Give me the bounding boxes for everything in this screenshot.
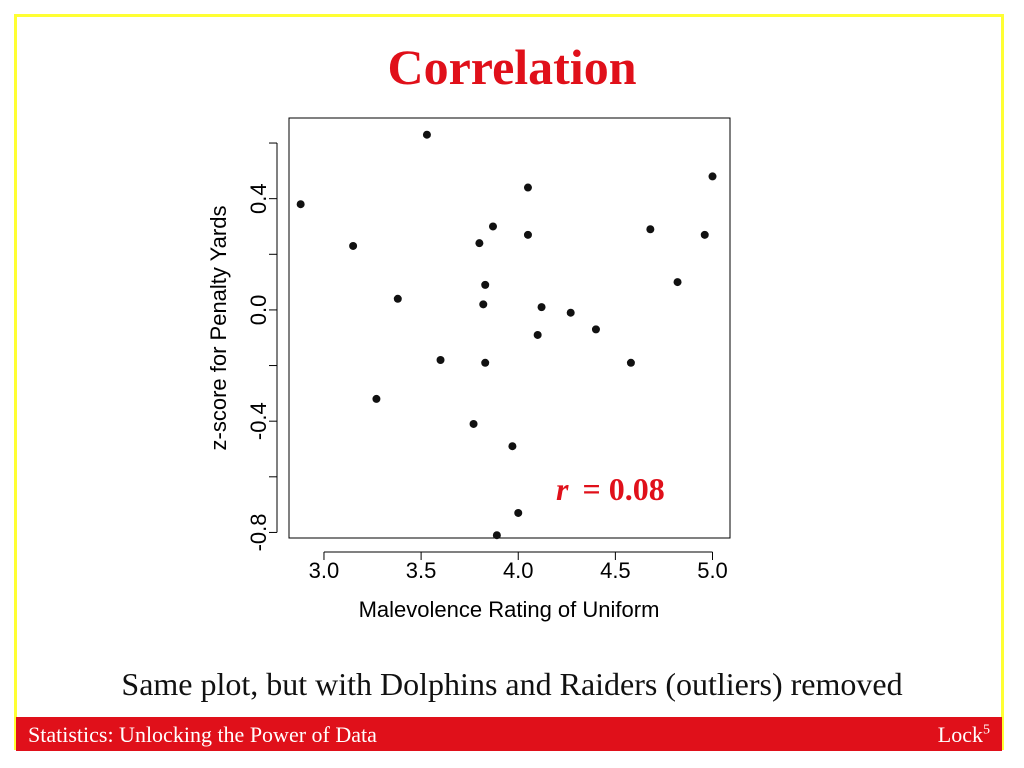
data-points bbox=[296, 130, 717, 540]
data-point bbox=[475, 239, 484, 248]
data-point bbox=[591, 325, 600, 334]
data-point bbox=[700, 230, 709, 239]
data-point bbox=[479, 300, 488, 309]
plot-area-frame bbox=[288, 117, 731, 539]
data-point bbox=[673, 278, 682, 287]
data-point bbox=[646, 225, 655, 234]
data-point bbox=[626, 358, 635, 367]
y-tick-label: 0.0 bbox=[246, 295, 271, 326]
x-tick-label: 4.5 bbox=[600, 558, 631, 583]
y-tick-label: -0.8 bbox=[246, 513, 271, 551]
data-point bbox=[523, 183, 532, 192]
data-point bbox=[514, 508, 523, 517]
data-point bbox=[481, 280, 490, 289]
data-point bbox=[523, 230, 532, 239]
data-point bbox=[349, 241, 358, 250]
correlation-annotation: r = 0.08 bbox=[556, 471, 665, 507]
data-point bbox=[393, 294, 402, 303]
correlation-value: = 0.08 bbox=[574, 471, 664, 507]
data-point bbox=[296, 200, 305, 209]
footer-course-title: Statistics: Unlocking the Power of Data bbox=[28, 722, 377, 747]
correlation-symbol: r bbox=[556, 471, 569, 507]
slide-title: Correlation bbox=[387, 39, 637, 95]
data-point bbox=[492, 531, 501, 540]
slide-caption: Same plot, but with Dolphins and Raiders… bbox=[121, 666, 903, 702]
data-point bbox=[422, 130, 431, 139]
y-tick-label: 0.4 bbox=[246, 183, 271, 214]
y-axis-label: z-score for Penalty Yards bbox=[206, 206, 231, 451]
footer-author-sup: 5 bbox=[983, 722, 990, 738]
x-axis-label: Malevolence Rating of Uniform bbox=[359, 597, 660, 622]
data-point bbox=[469, 419, 478, 428]
y-tick-label: -0.4 bbox=[246, 402, 271, 440]
data-point bbox=[533, 330, 542, 339]
data-point bbox=[566, 308, 575, 317]
footer-author: Lock5 bbox=[938, 722, 990, 748]
footer-author-base: Lock bbox=[937, 722, 983, 747]
x-axis: 3.0 3.5 4.0 4.5 5.0 bbox=[309, 551, 728, 583]
data-point bbox=[488, 222, 497, 231]
data-point bbox=[372, 394, 381, 403]
x-tick-label: 3.0 bbox=[309, 558, 340, 583]
data-point bbox=[481, 358, 490, 367]
data-point bbox=[708, 172, 717, 181]
footer-bar: Statistics: Unlocking the Power of Data … bbox=[16, 717, 1002, 751]
x-tick-label: 3.5 bbox=[406, 558, 437, 583]
data-point bbox=[508, 442, 517, 451]
data-point bbox=[436, 355, 445, 364]
x-tick-label: 5.0 bbox=[697, 558, 728, 583]
data-point bbox=[537, 303, 546, 312]
x-tick-label: 4.0 bbox=[503, 558, 534, 583]
y-axis: -0.8 -0.4 0.0 0.4 bbox=[246, 142, 278, 551]
